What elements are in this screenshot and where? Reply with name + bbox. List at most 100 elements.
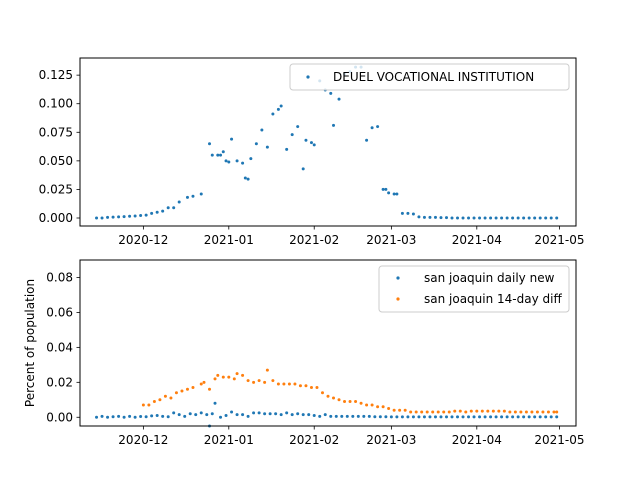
bottom-chart-point [491,409,495,413]
top-chart-point [177,200,181,204]
bottom-chart-point [268,412,272,416]
top-chart-point [227,160,231,164]
bottom-chart-point [213,401,217,405]
bottom-chart-point [524,410,528,414]
top-chart-point [406,211,410,215]
top-chart-point [329,91,333,95]
bottom-chart-point [392,408,396,412]
top-chart-y-tick-label: 0.000 [39,211,73,225]
top-chart-point [199,192,203,196]
top-chart-point [309,141,313,145]
top-chart-point [439,216,443,220]
bottom-chart-point [436,410,440,414]
bottom-chart-point [464,410,468,414]
bottom-chart-point [343,400,347,404]
bottom-chart-y-label: Percent of population [23,279,37,407]
top-chart-point [400,211,404,215]
bottom-chart-point [263,380,267,384]
bottom-chart-point [555,410,559,414]
bottom-chart-point [106,415,110,419]
bottom-chart-point [183,414,187,418]
top-chart-point [533,216,537,220]
top-chart-point [395,192,399,196]
bottom-chart-point [133,415,137,419]
top-chart-x-tick-label: 2021-02 [289,233,339,247]
bottom-chart-point [315,386,319,390]
top-chart-point [241,161,245,165]
bottom-chart-point [144,415,148,419]
bottom-chart-point [439,415,443,419]
top-chart-y-axis: 0.000 0.025 0.050 0.075 0.100 0.125 [39,68,80,225]
bottom-chart-point [213,377,217,381]
bottom-chart-point [442,410,446,414]
bottom-chart-point [519,410,523,414]
top-chart-point [433,215,437,219]
top-chart-point [166,206,170,210]
top-chart-x-tick-label: 2021-03 [366,233,416,247]
bottom-chart-point [290,413,294,417]
bottom-chart-point [174,391,178,395]
bottom-chart-point [202,380,206,384]
bottom-chart-point [304,384,308,388]
bottom-chart-point [320,391,324,395]
bottom-chart-point [340,414,344,418]
top-chart-point [111,215,115,219]
top-chart: 2020-12 2021-01 2021-02 2021-03 2021-04 2021-… [39,57,585,247]
top-chart-point [260,128,264,132]
top-chart-point [456,216,460,220]
bottom-chart-point [497,409,501,413]
top-chart-point [219,153,223,157]
top-chart-point [208,142,212,146]
top-chart-point [544,216,548,220]
bottom-chart-point [307,413,311,417]
bottom-chart-point [546,410,550,414]
bottom-chart-point [365,403,369,407]
top-chart-point [144,213,148,217]
bottom-chart-point [354,400,358,404]
top-chart-point [555,216,559,220]
top-chart-point [139,213,143,217]
bottom-chart-point [100,414,104,418]
bottom-chart-point [552,410,556,414]
top-chart-point [312,143,316,147]
bottom-chart-point [216,373,220,377]
bottom-chart-x-tick-label: 2021-03 [366,433,416,447]
bottom-chart-point [478,415,482,419]
bottom-chart-x-tick-label: 2020-12 [118,433,168,447]
bottom-chart-y-tick-label: 0.00 [46,410,73,424]
bottom-chart-point [282,382,286,386]
bottom-chart-point [456,415,460,419]
bottom-chart-point [252,411,256,415]
top-chart-point [428,215,432,219]
top-chart-point [100,216,104,220]
bottom-chart-point [505,415,509,419]
top-chart-point [246,177,250,181]
bottom-chart-point [152,400,156,404]
bottom-chart-point [172,411,176,415]
top-chart-point [304,138,308,142]
bottom-chart-point [513,410,517,414]
top-chart-point [106,215,110,219]
bottom-chart-point [285,411,289,415]
top-chart-y-tick-label: 0.025 [39,182,73,196]
top-chart-point [381,187,385,191]
bottom-chart-point [422,415,426,419]
bottom-chart-y-tick-label: 0.02 [46,375,73,389]
bottom-chart-legend-box [378,265,570,313]
top-chart-y-tick-label: 0.075 [39,125,73,139]
top-chart-x-axis: 2020-12 2021-01 2021-02 2021-03 2021-04 2021-… [118,226,585,247]
bottom-chart-point [271,379,275,383]
bottom-chart-point [230,410,234,414]
bottom-chart-frame [79,259,577,427]
bottom-chart-point [296,412,300,416]
bottom-chart-point [384,415,388,419]
bottom-chart-point [472,415,476,419]
bottom-chart-point [450,415,454,419]
top-chart-point [472,216,476,220]
bottom-chart-point [111,415,115,419]
bottom-chart-point [458,409,462,413]
bottom-chart-point [527,415,531,419]
bottom-chart-point [199,411,203,415]
bottom-chart-point [411,415,415,419]
